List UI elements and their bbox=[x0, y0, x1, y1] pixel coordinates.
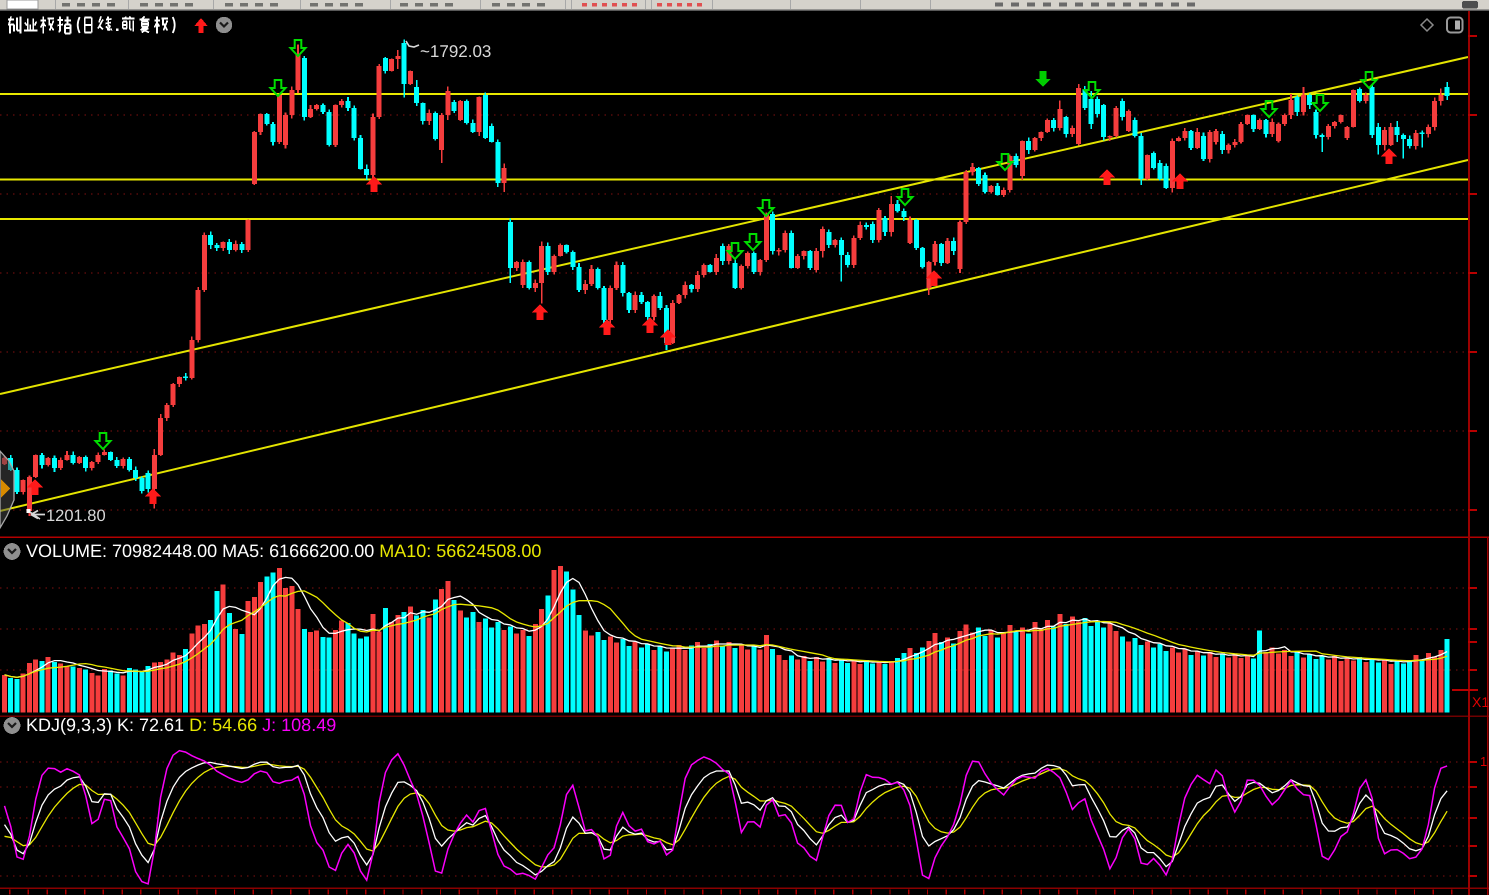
svg-text:X1: X1 bbox=[1472, 694, 1489, 710]
svg-text:VOLUME: 70982448.00 MA5: 6166: VOLUME: 70982448.00 MA5: 61666200.00 MA1… bbox=[26, 541, 541, 561]
svg-text:1201.80: 1201.80 bbox=[46, 507, 106, 525]
svg-text:KDJ(9,3,3) K: 72.61 D: 54.66: KDJ(9,3,3) K: 72.61 D: 54.66 J: 108.49 bbox=[26, 715, 336, 735]
svg-text:~1792.03: ~1792.03 bbox=[420, 42, 491, 61]
svg-text:1: 1 bbox=[1480, 754, 1487, 769]
